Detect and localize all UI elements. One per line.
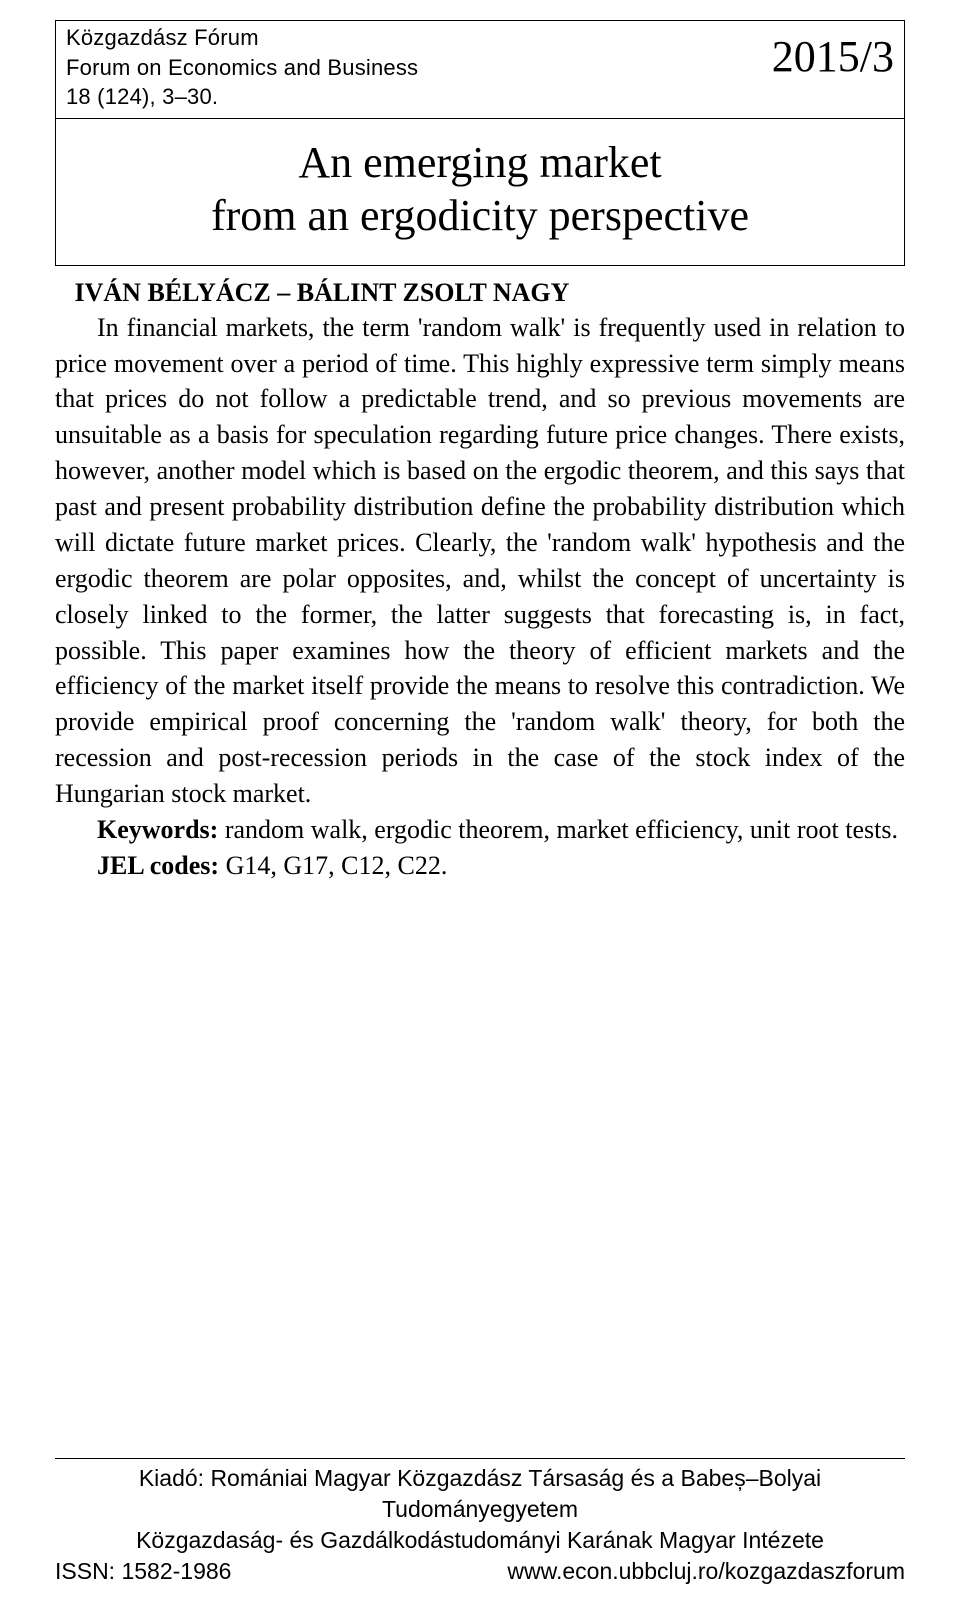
jel-line: JEL codes: G14, G17, C12, C22.: [55, 848, 905, 884]
journal-info: Közgazdász Fórum Forum on Economics and …: [66, 23, 418, 112]
jel-label: JEL codes:: [97, 851, 219, 880]
keywords-line: Keywords: random walk, ergodic theorem, …: [55, 812, 905, 848]
title-line-1: An emerging market: [66, 137, 894, 190]
journal-url: www.econ.ubbcluj.ro/kozgazdaszforum: [507, 1558, 905, 1585]
footer-publisher: Kiadó: Romániai Magyar Közgazdász Társas…: [55, 1459, 905, 1556]
header-row: Közgazdász Fórum Forum on Economics and …: [55, 20, 905, 119]
spacer: [55, 884, 905, 1448]
issn: ISSN: 1582-1986: [55, 1558, 231, 1585]
journal-title-hu: Közgazdász Fórum: [66, 23, 418, 53]
keywords-label: Keywords:: [97, 815, 218, 844]
abstract-block: In financial markets, the term 'random w…: [55, 310, 905, 884]
jel-text: G14, G17, C12, C22.: [219, 851, 447, 880]
journal-title-en: Forum on Economics and Business: [66, 53, 418, 83]
issue-date: 2015/3: [772, 23, 894, 79]
authors-line: IVÁN BÉLYÁCZ – BÁLINT ZSOLT NAGY: [55, 272, 905, 310]
authors-text: IVÁN BÉLYÁCZ – BÁLINT ZSOLT NAGY: [75, 278, 570, 307]
publisher-line-2: Közgazdaság- és Gazdálkodástudományi Kar…: [55, 1525, 905, 1556]
abstract-body: In financial markets, the term 'random w…: [55, 310, 905, 812]
title-line-2: from an ergodicity perspective: [66, 190, 894, 243]
article-title: An emerging market from an ergodicity pe…: [55, 119, 905, 266]
journal-volume: 18 (124), 3–30.: [66, 82, 418, 112]
publisher-line-1: Kiadó: Romániai Magyar Közgazdász Társas…: [55, 1463, 905, 1525]
footer-meta: ISSN: 1582-1986 www.econ.ubbcluj.ro/kozg…: [55, 1556, 905, 1585]
keywords-text: random walk, ergodic theorem, market eff…: [218, 815, 898, 844]
